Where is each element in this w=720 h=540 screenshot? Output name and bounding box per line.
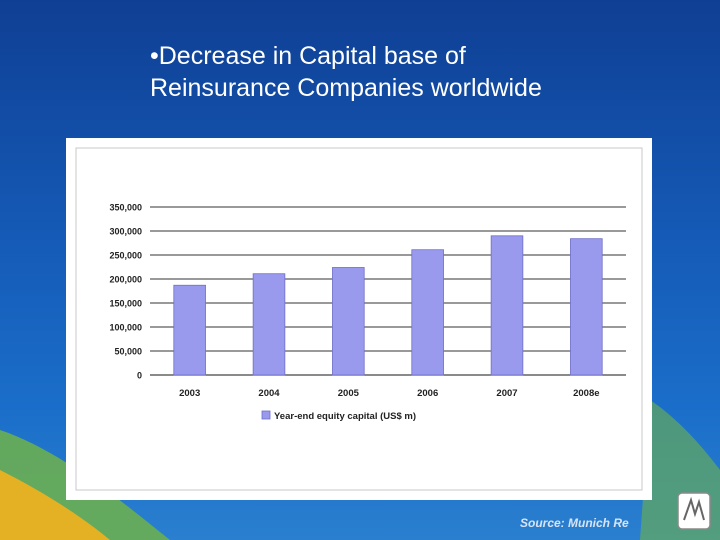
y-tick-label: 250,000 [109,251,142,261]
y-tick-label: 150,000 [109,299,142,309]
legend-label: Year-end equity capital (US$ m) [274,411,416,422]
legend-swatch [261,410,271,420]
y-tick-label: 200,000 [109,275,142,285]
grid-layer [150,206,626,376]
x-tick-label: 2007 [496,388,517,399]
bar-2005 [332,267,365,376]
y-tick-label: 50,000 [114,347,142,357]
bar-2008e [570,238,603,376]
bar-2006 [411,249,444,376]
bar-layer [173,235,603,376]
x-tick-label: 2004 [258,388,280,399]
bar-2007 [490,235,524,376]
bar-2003 [173,284,206,376]
title-line-2: Reinsurance Companies worldwide [150,74,542,102]
y-tick-label: 350,000 [109,203,142,213]
legend: Year-end equity capital (US$ m) [261,410,416,422]
bar-chart: 0 50,000 100,000 150,000 200,000 250,000 300,0… [75,147,643,491]
source-note: Source: Munich Re [520,516,629,530]
y-tick-label: 300,000 [109,227,142,237]
x-tick-label: 2005 [338,388,360,399]
y-tick-label: 100,000 [109,323,142,333]
chart-frame: 0 50,000 100,000 150,000 200,000 250,000 300,0… [66,138,652,500]
y-tick-label: 0 [137,371,142,381]
x-tick-label: 2006 [417,388,438,399]
chart-border [75,147,643,491]
bar-2004 [252,273,286,376]
x-tick-label: 2003 [179,388,200,399]
axis-layer: 0 50,000 100,000 150,000 200,000 250,000 300,0… [109,203,599,400]
title-line-1: •Decrease in Capital base of [150,42,466,70]
slide-title: •Decrease in Capital base of Reinsurance… [150,40,690,104]
munich-re-logo-icon [677,492,711,530]
x-tick-label: 2008e [573,388,599,399]
